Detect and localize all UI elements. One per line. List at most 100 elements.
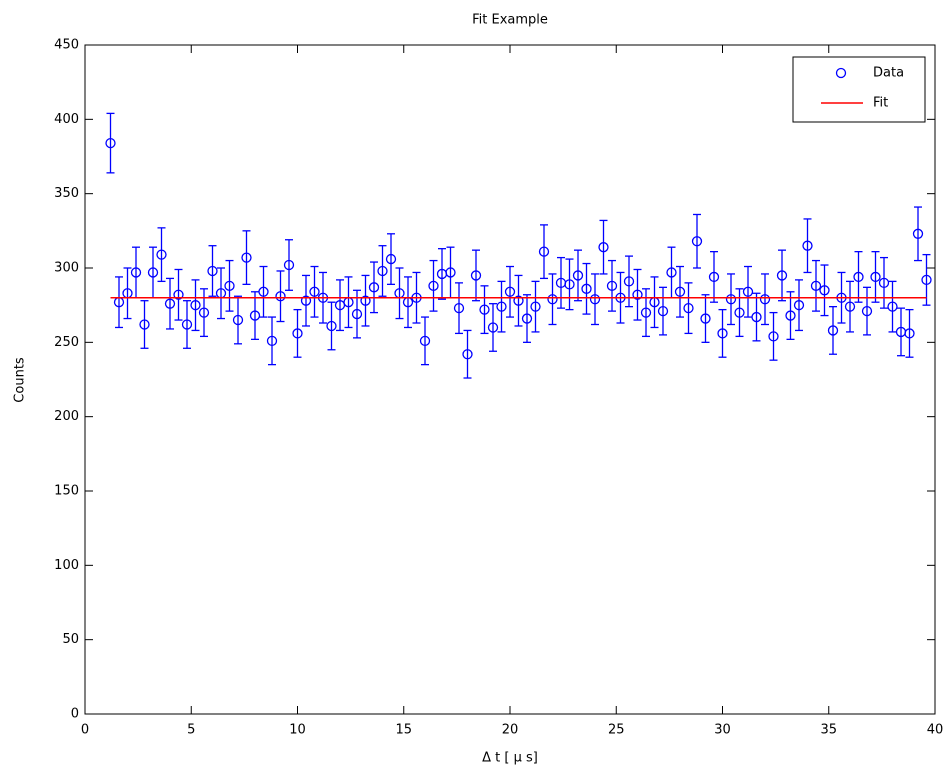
error-bar [123,267,132,320]
x-tick-label: 30 [714,723,731,738]
error-bar [293,308,302,358]
data-point [181,319,193,330]
error-bar [166,277,174,330]
data-point [283,259,295,271]
data-point [258,286,269,297]
error-bar [395,267,404,320]
legend-label: Fit [873,96,888,111]
x-tick-label: 10 [289,723,306,738]
data-point [572,270,584,281]
data-point [351,308,363,320]
error-bar [803,218,812,274]
data-point [419,335,431,346]
error-bar [242,230,251,286]
data-point [521,313,533,324]
error-bar [404,276,412,329]
error-bar [429,259,438,312]
legend-marker [835,67,847,79]
error-bar [599,219,608,275]
error-bar [769,311,778,361]
data-point [470,270,482,281]
y-axis-label: Counts [13,357,28,403]
x-tick-label: 5 [187,723,195,738]
error-bar [514,274,523,327]
data-point [666,267,677,278]
data-point [156,249,167,260]
error-bar [472,249,480,302]
error-bar [829,306,837,355]
y-tick-label: 350 [54,186,79,201]
error-bar [506,265,514,318]
error-bar [344,276,353,329]
data-point [581,283,592,294]
data-point [717,328,728,339]
error-bar [480,285,489,335]
data-point [640,307,652,318]
data-point [105,137,116,149]
error-bar [761,273,769,326]
error-bar [778,249,786,302]
error-bar [659,286,667,336]
error-bar [268,316,276,366]
error-bar [106,112,115,174]
error-bar [744,265,752,318]
x-tick-label: 40 [927,723,944,738]
error-bar [684,282,693,335]
data-point [173,289,184,300]
data-point [164,298,176,309]
error-bar [710,250,718,303]
data-point [130,267,142,278]
x-axis-label: Δ t [ μ s] [482,751,538,766]
error-bar [361,274,370,327]
data-point [725,294,737,305]
error-bar [735,288,744,338]
error-bar [200,288,208,338]
data-point [674,286,686,297]
error-bar [302,274,310,327]
data-point [232,314,244,326]
error-bar [157,227,166,283]
data-point [785,310,796,321]
data-point [190,300,201,311]
error-bar [183,300,191,349]
data-point [292,328,303,339]
error-bar [608,259,616,312]
error-bar [310,265,319,318]
data-point [504,286,516,297]
data-point [853,271,864,283]
error-bar [140,300,149,349]
data-point [360,295,371,306]
data-point [547,294,558,305]
data-point [793,300,805,311]
data-point [870,271,881,283]
error-bar [225,259,234,312]
x-tick-label: 35 [820,723,837,738]
data-point [564,279,575,290]
error-bar [565,258,574,311]
data-point [606,280,618,291]
error-bar [888,280,897,333]
y-tick-label: 300 [54,261,79,276]
data-point [198,307,210,318]
data-point [385,253,397,265]
error-bar [531,280,540,333]
data-point [632,289,643,300]
error-bar [863,286,871,336]
error-bar [370,261,378,314]
x-tick-label: 15 [395,723,412,738]
legend-label: Data [873,66,904,81]
error-bar [812,259,820,312]
data-point [249,310,261,321]
error-bar [642,288,650,338]
error-bar [174,268,183,321]
data-point [861,305,873,317]
data-point [445,267,456,278]
error-bar [795,279,803,332]
data-point [742,286,754,297]
error-bar [251,291,259,341]
y-tick-label: 400 [54,112,79,127]
data-point [827,325,839,336]
error-bar [208,245,217,297]
error-bar [259,265,268,318]
error-bar [582,262,591,315]
